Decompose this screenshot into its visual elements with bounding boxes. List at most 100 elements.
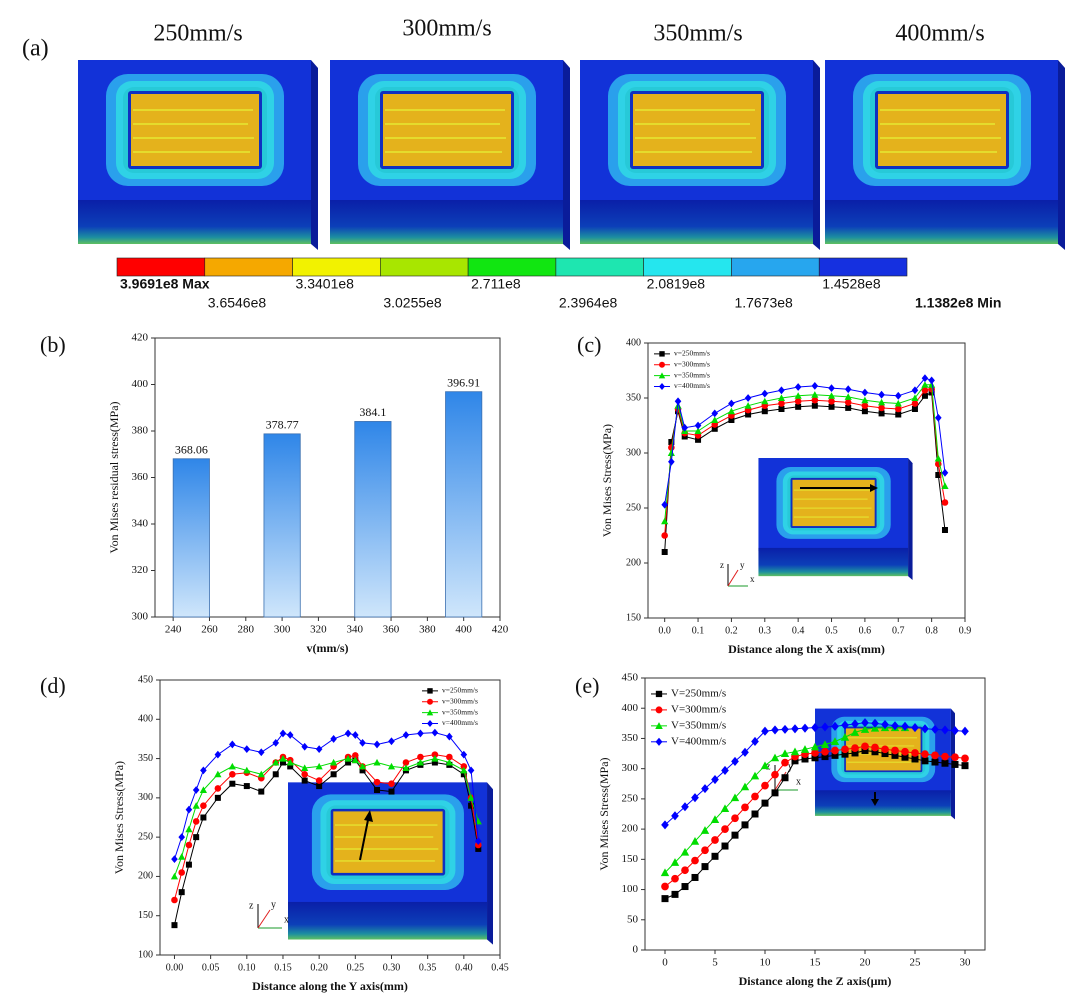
- marker: [921, 757, 929, 765]
- x-tick-label: 10: [760, 957, 772, 969]
- x-tick-label: 0.05: [202, 962, 220, 973]
- marker: [841, 745, 849, 754]
- marker: [751, 792, 759, 801]
- x-tick-label: 380: [419, 624, 436, 636]
- x-tick-label: 0.5: [825, 625, 838, 636]
- x-axis-label: v(mm/s): [307, 641, 349, 655]
- marker: [351, 756, 359, 764]
- axis-icon-label: x: [796, 776, 801, 787]
- y-tick-label: 250: [626, 502, 641, 513]
- marker: [771, 789, 779, 797]
- legend-label: V=400mm/s: [671, 735, 726, 747]
- marker: [185, 825, 193, 833]
- y-tick-label: 340: [132, 518, 149, 530]
- marker: [810, 742, 820, 751]
- marker: [694, 427, 702, 434]
- marker: [243, 745, 251, 754]
- marker: [659, 361, 665, 368]
- y-tick-label: 200: [138, 871, 153, 882]
- marker: [388, 788, 395, 795]
- marker: [894, 405, 902, 413]
- marker: [258, 788, 265, 795]
- marker: [851, 744, 859, 752]
- marker: [691, 856, 699, 865]
- marker: [661, 532, 668, 539]
- marker: [781, 758, 789, 767]
- legend-label: v=400mm/s: [442, 718, 478, 727]
- y-tick-label: 250: [138, 831, 153, 842]
- marker: [794, 383, 802, 391]
- marker: [680, 847, 690, 856]
- y-tick-label: 400: [138, 714, 153, 725]
- y-tick-label: 400: [626, 337, 641, 348]
- marker: [731, 831, 739, 839]
- marker: [668, 439, 675, 445]
- legend-label: v=300mm/s: [674, 359, 710, 368]
- marker: [878, 410, 885, 417]
- marker: [200, 814, 207, 821]
- marker: [681, 883, 689, 891]
- x-tick-label: 0.20: [310, 962, 328, 973]
- marker: [272, 758, 280, 766]
- marker: [801, 723, 809, 733]
- marker: [661, 517, 669, 525]
- marker: [711, 416, 719, 423]
- marker: [655, 690, 663, 698]
- marker: [928, 381, 936, 388]
- marker: [878, 390, 885, 399]
- axis-icon-label: x: [750, 574, 755, 584]
- y-axis-label: Von Mises Stress(MPa): [600, 424, 614, 537]
- marker: [214, 794, 221, 801]
- x-tick-label: 0.3: [759, 625, 772, 636]
- marker: [860, 725, 870, 733]
- marker: [286, 731, 294, 739]
- simulation-image: [330, 60, 570, 250]
- marker: [878, 404, 885, 412]
- marker: [744, 394, 752, 402]
- marker: [821, 722, 829, 732]
- marker: [921, 750, 929, 759]
- marker: [214, 750, 222, 759]
- marker: [431, 759, 438, 766]
- marker: [661, 500, 668, 509]
- marker: [941, 725, 949, 735]
- simulation-image: [825, 60, 1065, 250]
- marker: [811, 749, 819, 757]
- marker: [778, 386, 785, 395]
- colorbar-label: 3.9691e8 Max: [120, 276, 210, 292]
- plot-frame: [159, 679, 501, 956]
- marker: [427, 688, 433, 694]
- marker: [374, 787, 381, 793]
- marker: [820, 740, 830, 748]
- marker: [199, 786, 208, 793]
- marker: [761, 799, 769, 807]
- marker: [695, 436, 702, 443]
- marker: [681, 802, 689, 812]
- marker: [229, 780, 236, 787]
- marker: [831, 751, 839, 759]
- marker: [467, 794, 475, 801]
- x-tick-label: 300: [274, 624, 291, 636]
- marker: [316, 783, 323, 790]
- colorbar-label: 1.1382e8 Min: [915, 295, 1001, 311]
- colorbar-segment: [731, 257, 820, 277]
- marker: [671, 874, 679, 883]
- marker: [770, 753, 780, 762]
- y-axis-label: Von Mises residual stress(MPa): [107, 401, 121, 553]
- legend-label: v=350mm/s: [442, 707, 478, 716]
- speed-label: 300mm/s: [402, 16, 491, 42]
- y-axis-label: Von Mises Stress(MPa): [597, 757, 611, 870]
- y-tick-label: 50: [627, 913, 639, 925]
- series-line: [664, 391, 946, 553]
- marker: [661, 549, 668, 555]
- marker: [935, 472, 942, 478]
- marker: [921, 724, 929, 734]
- y-tick-label: 250: [622, 792, 639, 804]
- marker: [911, 723, 919, 733]
- marker: [474, 837, 482, 845]
- series-line: [664, 377, 946, 505]
- colorbar-segment: [380, 257, 469, 277]
- marker: [871, 748, 879, 756]
- marker: [895, 411, 902, 418]
- marker: [861, 747, 869, 755]
